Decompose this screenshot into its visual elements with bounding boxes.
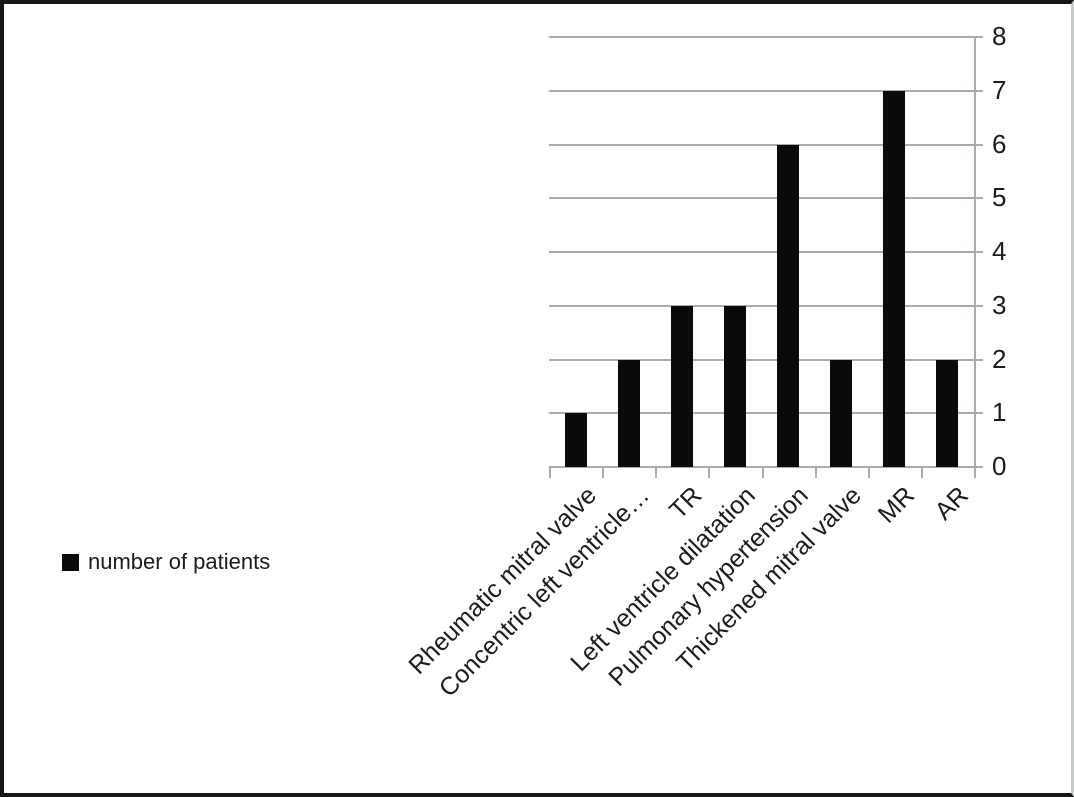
y-axis-label: 4 bbox=[992, 235, 1007, 266]
y-axis-label: 8 bbox=[992, 20, 1007, 51]
y-axis-line bbox=[974, 37, 976, 477]
x-tick bbox=[549, 467, 551, 478]
y-tick bbox=[974, 466, 983, 468]
gridline bbox=[549, 412, 974, 415]
y-axis-label: 3 bbox=[992, 289, 1007, 320]
x-tick bbox=[974, 467, 976, 478]
y-axis-label: 5 bbox=[992, 182, 1007, 213]
y-tick bbox=[974, 89, 983, 92]
x-tick bbox=[814, 467, 817, 478]
bar-rheumatic-mitral-valve bbox=[564, 413, 587, 467]
y-tick bbox=[974, 358, 983, 361]
bar-left-ventricle-dilatation bbox=[723, 305, 746, 467]
bar-tr bbox=[670, 305, 693, 467]
y-tick bbox=[974, 251, 983, 253]
gridline bbox=[549, 304, 974, 307]
x-axis-label: AR bbox=[929, 481, 974, 526]
black-square-icon bbox=[62, 553, 79, 571]
gridline bbox=[549, 358, 974, 361]
x-tick bbox=[655, 467, 658, 478]
y-axis-label: 0 bbox=[992, 450, 1007, 481]
bar-pulmonary-hypertension bbox=[777, 144, 800, 467]
gridline bbox=[549, 197, 974, 200]
x-tick bbox=[920, 467, 923, 478]
y-axis-label: 1 bbox=[992, 397, 1007, 428]
legend-label: number of patients bbox=[88, 549, 271, 574]
y-tick bbox=[974, 197, 983, 200]
x-axis-label: MR bbox=[873, 481, 921, 529]
bar-mr bbox=[883, 90, 906, 467]
x-tick bbox=[867, 467, 870, 478]
y-tick bbox=[974, 143, 983, 146]
x-tick bbox=[708, 467, 711, 478]
bar-concentric-left-ventricle- bbox=[617, 359, 640, 467]
bar-ar bbox=[936, 359, 959, 467]
x-tick bbox=[761, 467, 764, 478]
y-tick bbox=[974, 304, 983, 307]
x-tick bbox=[602, 467, 605, 478]
gridline bbox=[549, 36, 974, 38]
x-axis-label: TR bbox=[664, 481, 708, 525]
plot-area bbox=[549, 36, 974, 468]
gridline bbox=[549, 143, 974, 146]
y-tick bbox=[974, 36, 983, 38]
legend: number of patients bbox=[62, 549, 270, 575]
y-axis-label: 2 bbox=[992, 343, 1007, 374]
y-axis-label: 7 bbox=[992, 74, 1007, 105]
y-axis-label: 6 bbox=[992, 128, 1007, 159]
bar-thickened-mitral-valve bbox=[830, 359, 853, 467]
gridline bbox=[549, 251, 974, 253]
gridline bbox=[549, 89, 974, 92]
y-tick bbox=[974, 412, 983, 415]
